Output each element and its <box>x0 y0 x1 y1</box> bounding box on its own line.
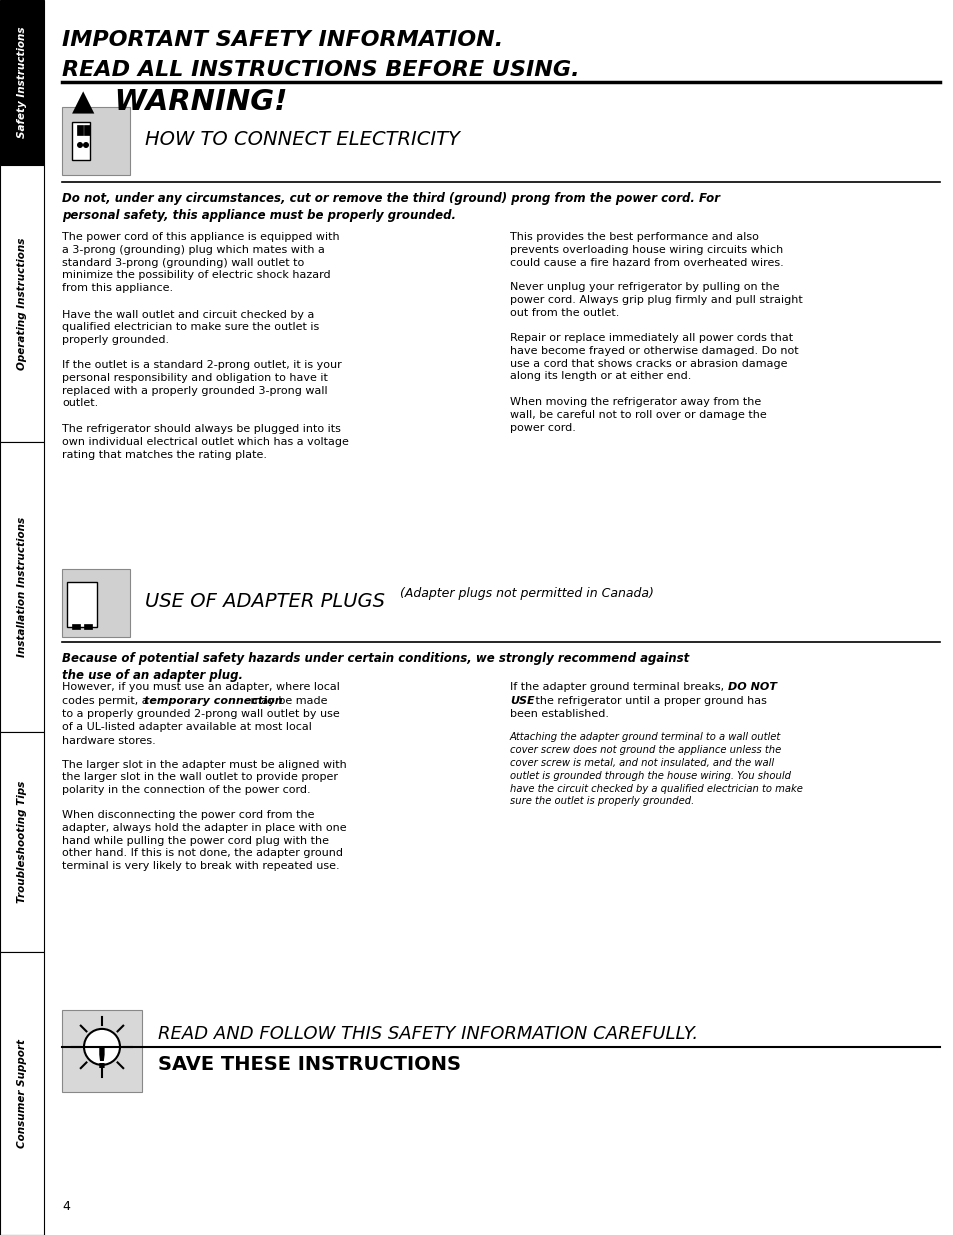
Bar <box>84 624 91 629</box>
Text: The refrigerator should always be plugged into its
own individual electrical out: The refrigerator should always be plugge… <box>62 424 349 459</box>
Text: Troubleshooting Tips: Troubleshooting Tips <box>17 781 27 903</box>
Text: DO NOT: DO NOT <box>727 682 776 692</box>
Text: (Adapter plugs not permitted in Canada): (Adapter plugs not permitted in Canada) <box>399 587 653 600</box>
Text: Attaching the adapter ground terminal to a wall outlet
cover screw does not grou: Attaching the adapter ground terminal to… <box>510 732 802 806</box>
Bar <box>62 107 130 175</box>
Text: USE: USE <box>510 695 534 705</box>
Text: HOW TO CONNECT ELECTRICITY: HOW TO CONNECT ELECTRICITY <box>145 130 459 149</box>
Bar <box>0 732 44 952</box>
Bar <box>77 125 83 135</box>
Text: Never unplug your refrigerator by pulling on the
power cord. Always grip plug fi: Never unplug your refrigerator by pullin… <box>510 283 801 319</box>
Text: Safety Instructions: Safety Instructions <box>17 27 27 138</box>
Bar <box>0 952 44 1235</box>
Text: If the adapter ground terminal breaks,: If the adapter ground terminal breaks, <box>510 682 727 692</box>
Circle shape <box>77 142 83 148</box>
Bar <box>71 122 90 161</box>
Text: hardware stores.: hardware stores. <box>62 736 155 746</box>
Text: Have the wall outlet and circuit checked by a
qualified electrician to make sure: Have the wall outlet and circuit checked… <box>62 310 319 345</box>
Text: !: ! <box>95 1045 109 1073</box>
Text: When disconnecting the power cord from the
adapter, always hold the adapter in p: When disconnecting the power cord from t… <box>62 810 346 871</box>
Text: the refrigerator until a proper ground has: the refrigerator until a proper ground h… <box>532 695 766 705</box>
Text: SAVE THESE INSTRUCTIONS: SAVE THESE INSTRUCTIONS <box>158 1055 460 1074</box>
Text: IMPORTANT SAFETY INFORMATION.: IMPORTANT SAFETY INFORMATION. <box>62 30 503 49</box>
Text: codes permit, a: codes permit, a <box>62 695 152 705</box>
Text: been established.: been established. <box>510 709 608 719</box>
Text: This provides the best performance and also
prevents overloading house wiring ci: This provides the best performance and a… <box>510 232 783 268</box>
Text: 4: 4 <box>62 1200 70 1213</box>
Text: Consumer Support: Consumer Support <box>17 1039 27 1149</box>
Text: temporary connection: temporary connection <box>144 695 282 705</box>
Bar <box>62 1010 142 1092</box>
Text: ▲  WARNING!: ▲ WARNING! <box>71 86 287 115</box>
Bar <box>62 569 130 637</box>
Bar <box>67 582 97 627</box>
Bar <box>84 125 90 135</box>
Text: USE OF ADAPTER PLUGS: USE OF ADAPTER PLUGS <box>145 592 385 611</box>
Bar <box>71 624 80 629</box>
Text: READ AND FOLLOW THIS SAFETY INFORMATION CAREFULLY.: READ AND FOLLOW THIS SAFETY INFORMATION … <box>158 1025 698 1044</box>
Bar <box>0 0 44 165</box>
Bar <box>0 442 44 732</box>
Bar <box>0 165 44 442</box>
Text: to a properly grounded 2-prong wall outlet by use: to a properly grounded 2-prong wall outl… <box>62 709 339 719</box>
Text: READ ALL INSTRUCTIONS BEFORE USING.: READ ALL INSTRUCTIONS BEFORE USING. <box>62 61 579 80</box>
Text: Installation Instructions: Installation Instructions <box>17 517 27 657</box>
Text: If the outlet is a standard 2-prong outlet, it is your
personal responsibility a: If the outlet is a standard 2-prong outl… <box>62 359 341 409</box>
Text: Operating Instructions: Operating Instructions <box>17 237 27 369</box>
Text: may be made: may be made <box>247 695 327 705</box>
Text: Because of potential safety hazards under certain conditions, we strongly recomm: Because of potential safety hazards unde… <box>62 652 688 682</box>
Text: The larger slot in the adapter must be aligned with
the larger slot in the wall : The larger slot in the adapter must be a… <box>62 760 346 795</box>
Text: The power cord of this appliance is equipped with
a 3-prong (grounding) plug whi: The power cord of this appliance is equi… <box>62 232 339 293</box>
Text: However, if you must use an adapter, where local: However, if you must use an adapter, whe… <box>62 682 339 692</box>
Text: Do not, under any circumstances, cut or remove the third (ground) prong from the: Do not, under any circumstances, cut or … <box>62 191 720 222</box>
Text: When moving the refrigerator away from the
wall, be careful not to roll over or : When moving the refrigerator away from t… <box>510 396 766 432</box>
Circle shape <box>83 142 89 148</box>
Text: of a UL-listed adapter available at most local: of a UL-listed adapter available at most… <box>62 722 312 732</box>
Text: Repair or replace immediately all power cords that
have become frayed or otherwi: Repair or replace immediately all power … <box>510 333 798 382</box>
Circle shape <box>84 1029 120 1065</box>
